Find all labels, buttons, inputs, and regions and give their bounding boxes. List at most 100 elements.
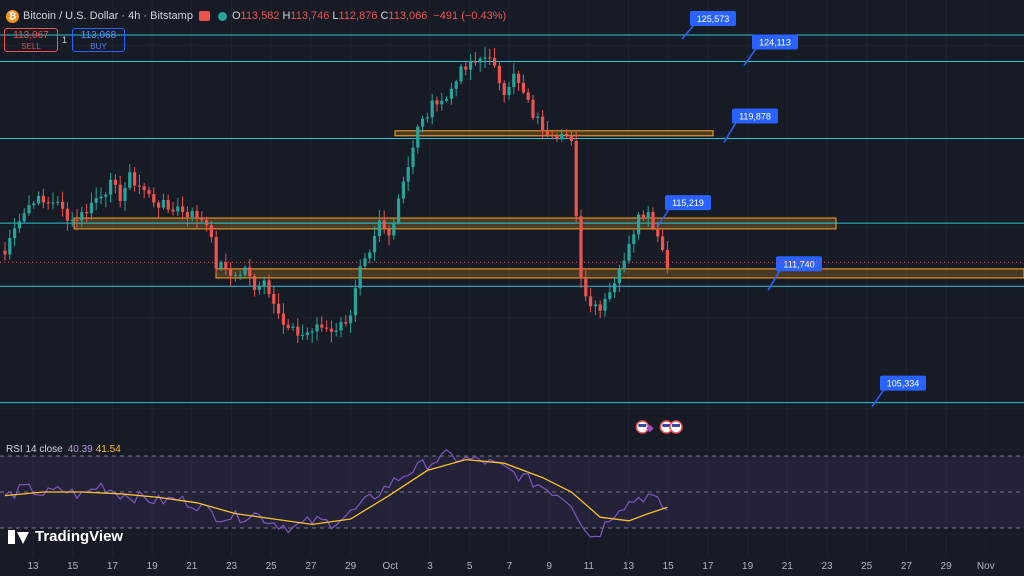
callout-box	[690, 11, 736, 27]
candle-body	[641, 214, 645, 219]
candle-body	[560, 133, 564, 139]
x-axis	[0, 556, 1024, 576]
open-value: 113,582	[240, 10, 280, 22]
candle-body	[329, 328, 333, 332]
callout-pointer	[743, 48, 757, 66]
candle-body	[579, 216, 583, 279]
x-tick-label: 15	[663, 561, 675, 572]
candle-body	[147, 190, 151, 195]
market-open-icon	[217, 11, 227, 21]
x-tick-label: 9	[546, 561, 552, 572]
x-tick-label: 15	[67, 561, 79, 572]
candle-body	[157, 202, 161, 208]
candle-body	[166, 200, 170, 210]
x-tick-label: Oct	[383, 561, 399, 572]
x-tick-label: 11	[584, 561, 595, 572]
candle-body	[61, 201, 65, 209]
candle-body	[435, 100, 439, 105]
candle-body	[257, 286, 261, 290]
candle-body	[22, 213, 26, 222]
candle-body	[13, 228, 17, 239]
candle-body	[104, 194, 108, 197]
candle-body	[406, 167, 410, 182]
candle-body	[296, 326, 300, 336]
candle-body	[445, 98, 449, 101]
x-tick-label: 13	[27, 561, 39, 572]
candle-body	[377, 220, 381, 237]
candle-body	[464, 66, 468, 70]
candle-body	[339, 322, 343, 331]
candle-body	[483, 57, 487, 59]
candle-body	[214, 237, 218, 269]
buy-button[interactable]: 113,068 BUY	[72, 28, 125, 52]
callout-box	[752, 34, 798, 50]
us-flag-icon-part	[638, 424, 647, 427]
candle-body	[507, 87, 511, 96]
chart-header: ₿ Bitcoin / U.S. Dollar · 4h · Bitstamp …	[0, 6, 506, 26]
candle-body	[3, 250, 7, 255]
candle-body	[421, 118, 425, 127]
close-label: C	[380, 10, 389, 22]
us-flag-icon-part	[662, 424, 671, 427]
candle-body	[267, 280, 271, 295]
x-tick-label: 29	[345, 561, 357, 572]
candle-body	[301, 335, 305, 337]
candle-body	[176, 206, 180, 212]
candle-body	[262, 280, 266, 287]
candle-body	[454, 81, 458, 89]
candle-body	[497, 65, 501, 83]
candle-body	[99, 196, 103, 199]
candle-body	[574, 140, 578, 217]
candle-body	[94, 198, 98, 203]
candle-body	[363, 258, 367, 267]
candle-body	[205, 219, 209, 226]
candle-body	[109, 179, 113, 195]
sell-price: 113,067	[13, 30, 49, 41]
candle-body	[368, 252, 372, 259]
candle-body	[17, 221, 21, 229]
x-tick-label: 29	[941, 561, 953, 572]
candle-body	[661, 236, 665, 250]
candle-body	[325, 327, 329, 329]
candle-body	[358, 266, 362, 289]
high-label: H	[282, 10, 291, 22]
candle-body	[224, 262, 228, 270]
candle-body	[449, 88, 453, 99]
candle-body	[637, 214, 641, 235]
sell-button[interactable]: 113,067 SELL	[4, 28, 58, 52]
rsi-label: RSI 14 close	[6, 444, 63, 455]
sr-zone	[394, 130, 714, 137]
candle-body	[123, 187, 127, 202]
callout-box	[732, 108, 778, 124]
candle-body	[598, 304, 602, 311]
candle-body	[281, 313, 285, 325]
candle-body	[656, 228, 660, 237]
x-tick-label: 19	[742, 561, 754, 572]
event-marker-icon: ◆	[646, 423, 654, 434]
callout-pointer	[871, 389, 885, 408]
open-label: O	[231, 10, 241, 22]
callout-pointer	[723, 122, 737, 143]
candle-body	[37, 195, 41, 204]
candle-body	[440, 100, 444, 105]
candle-body	[118, 184, 122, 202]
candle-body	[181, 206, 185, 212]
rsi-header[interactable]: RSI 14 close 40.39 41.54	[6, 444, 121, 455]
flag-icon[interactable]	[198, 11, 210, 21]
candle-body	[373, 236, 377, 253]
x-tick-label: 23	[821, 561, 833, 572]
candle-body	[229, 269, 233, 276]
candle-body	[243, 267, 247, 275]
x-tick-label: 21	[186, 561, 198, 572]
symbol-title[interactable]: Bitcoin / U.S. Dollar · 4h · Bitstamp	[23, 10, 193, 22]
candle-body	[569, 135, 573, 141]
candle-body	[233, 274, 237, 276]
candle-body	[344, 322, 348, 324]
candle-body	[27, 205, 31, 214]
rsi-ma-line	[4, 458, 668, 526]
tradingview-logo[interactable]: TradingView	[8, 528, 123, 545]
candle-body	[89, 202, 93, 214]
candle-body	[152, 194, 156, 203]
rsi-ma-value: 41.54	[95, 444, 121, 455]
